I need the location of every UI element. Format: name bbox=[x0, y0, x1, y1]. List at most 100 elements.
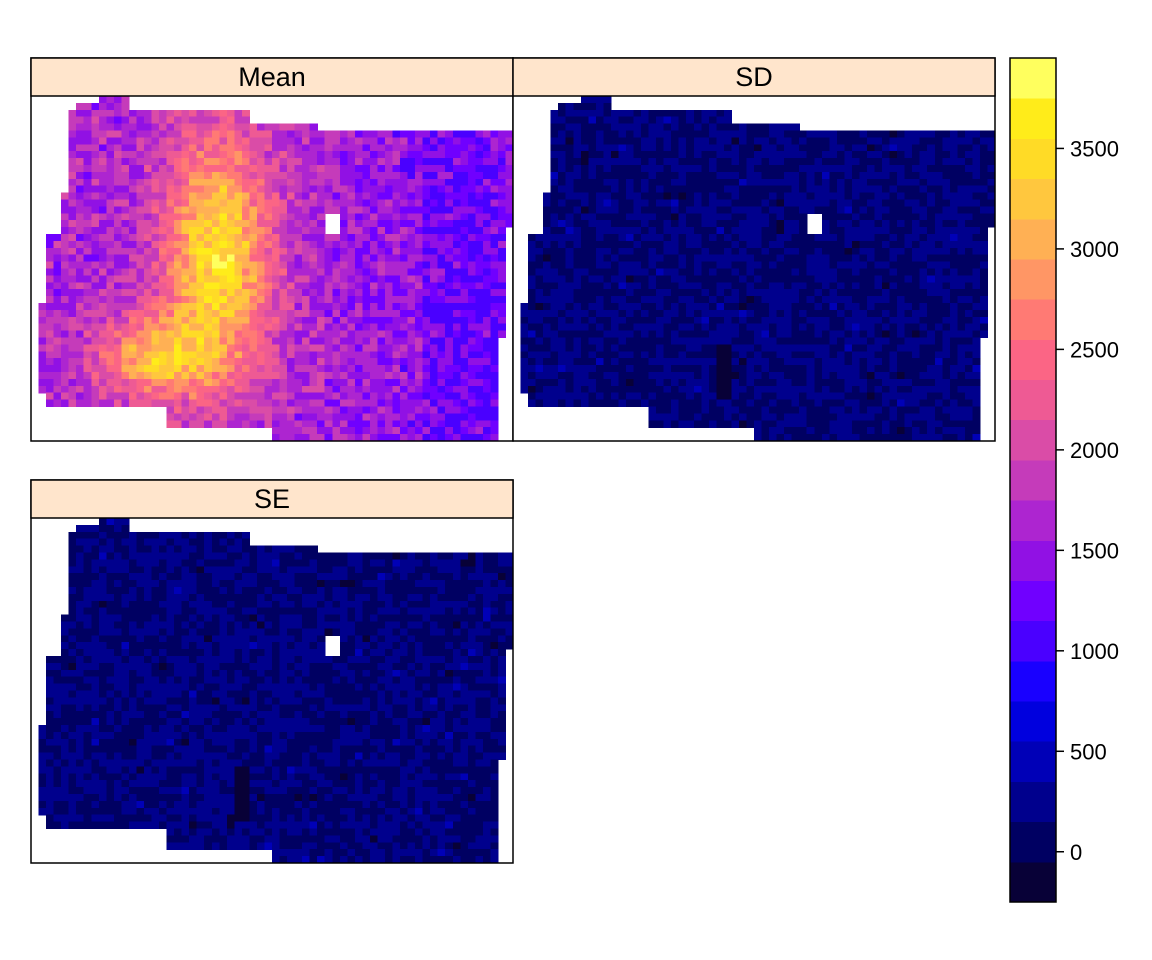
heatmap-cell bbox=[671, 268, 680, 276]
heatmap-cell bbox=[302, 130, 311, 138]
heatmap-cell bbox=[226, 358, 235, 366]
heatmap-cell bbox=[437, 247, 446, 256]
heatmap-cell bbox=[136, 247, 145, 256]
heatmap-cell bbox=[897, 254, 906, 263]
heatmap-cell bbox=[302, 158, 311, 166]
heatmap-cell bbox=[573, 137, 582, 145]
heatmap-cell bbox=[633, 199, 642, 207]
heatmap-cell bbox=[565, 378, 574, 387]
heatmap-cell bbox=[701, 358, 710, 366]
heatmap-cell bbox=[671, 178, 680, 187]
heatmap-cell bbox=[128, 240, 138, 249]
heatmap-cell bbox=[369, 275, 379, 283]
heatmap-cell bbox=[430, 420, 439, 428]
heatmap-cell bbox=[482, 185, 492, 194]
heatmap-cell bbox=[716, 365, 725, 373]
heatmap-cell bbox=[302, 316, 311, 325]
heatmap-cell bbox=[897, 137, 906, 145]
heatmap-cell bbox=[738, 171, 748, 180]
heatmap-cell bbox=[68, 185, 77, 194]
heatmap-cell bbox=[76, 261, 85, 270]
heatmap-cell bbox=[663, 234, 672, 242]
heatmap-cell bbox=[347, 240, 356, 249]
heatmap-cell bbox=[113, 171, 122, 180]
heatmap-cell bbox=[309, 254, 318, 263]
heatmap-cell bbox=[490, 261, 499, 270]
heatmap-cell bbox=[460, 165, 469, 173]
heatmap-cell bbox=[799, 165, 808, 173]
heatmap-cell bbox=[106, 206, 115, 214]
heatmap-cell bbox=[226, 220, 235, 228]
heatmap-cell bbox=[196, 282, 205, 290]
heatmap-cell bbox=[445, 434, 454, 442]
heatmap-cell bbox=[656, 351, 665, 359]
heatmap-cell bbox=[430, 372, 439, 380]
heatmap-cell bbox=[482, 427, 492, 435]
heatmap-cell bbox=[761, 268, 770, 276]
heatmap-cell bbox=[972, 275, 981, 283]
heatmap-cell bbox=[671, 234, 680, 242]
heatmap-cell bbox=[309, 268, 318, 276]
heatmap-cell bbox=[723, 254, 733, 263]
heatmap-cell bbox=[580, 378, 589, 387]
heatmap-cell bbox=[897, 199, 906, 207]
heatmap-cell bbox=[377, 213, 386, 221]
heatmap-cell bbox=[821, 144, 830, 152]
heatmap-cell bbox=[949, 282, 958, 290]
heatmap-cell bbox=[859, 240, 868, 249]
heatmap-cell bbox=[189, 309, 198, 318]
heatmap-cell bbox=[91, 378, 100, 387]
heatmap-cell bbox=[226, 344, 235, 352]
heatmap-cell bbox=[731, 337, 740, 345]
heatmap-cell bbox=[460, 220, 469, 228]
heatmap-cell bbox=[407, 165, 416, 173]
heatmap-cell bbox=[256, 185, 266, 194]
heatmap-cell bbox=[400, 316, 409, 325]
heatmap-cell bbox=[377, 254, 386, 263]
heatmap-cell bbox=[558, 275, 567, 283]
heatmap-cell bbox=[580, 165, 589, 173]
heatmap-cell bbox=[686, 372, 695, 380]
heatmap-cell bbox=[249, 247, 258, 256]
heatmap-cell bbox=[836, 247, 845, 256]
heatmap-cell bbox=[91, 330, 100, 339]
heatmap-cell bbox=[430, 261, 439, 270]
heatmap-cell bbox=[949, 185, 958, 194]
heatmap-cell bbox=[83, 303, 92, 311]
heatmap-cell bbox=[467, 220, 476, 228]
heatmap-cell bbox=[791, 185, 800, 194]
heatmap-cell bbox=[256, 158, 266, 166]
heatmap-cell bbox=[889, 309, 898, 318]
heatmap-cell bbox=[226, 385, 235, 394]
heatmap-cell bbox=[384, 434, 394, 442]
heatmap-cell bbox=[746, 330, 755, 339]
heatmap-cell bbox=[219, 213, 228, 221]
heatmap-cell bbox=[618, 234, 627, 242]
heatmap-cell bbox=[723, 206, 733, 214]
heatmap-cell bbox=[181, 330, 190, 339]
heatmap-cell bbox=[437, 337, 446, 345]
heatmap-cell bbox=[369, 165, 379, 173]
heatmap-cell bbox=[731, 206, 740, 214]
heatmap-cell bbox=[204, 144, 213, 152]
heatmap-cell bbox=[309, 372, 318, 380]
heatmap-cell bbox=[204, 303, 213, 311]
heatmap-cell bbox=[151, 378, 160, 387]
heatmap-cell bbox=[633, 109, 642, 118]
heatmap-cell bbox=[204, 358, 213, 366]
heatmap-cell bbox=[369, 158, 379, 166]
heatmap-cell bbox=[482, 199, 492, 207]
heatmap-cell bbox=[294, 213, 303, 221]
heatmap-cell bbox=[347, 378, 356, 387]
heatmap-cell bbox=[648, 227, 657, 235]
heatmap-cell bbox=[482, 316, 492, 325]
heatmap-cell bbox=[588, 282, 597, 290]
heatmap-cell bbox=[588, 123, 597, 132]
heatmap-cell bbox=[558, 158, 567, 166]
heatmap-cell bbox=[475, 323, 484, 332]
heatmap-cell bbox=[912, 144, 921, 152]
heatmap-cell bbox=[595, 192, 604, 201]
heatmap-cell bbox=[143, 289, 153, 297]
heatmap-cell bbox=[731, 254, 740, 263]
heatmap-cell bbox=[731, 303, 740, 311]
